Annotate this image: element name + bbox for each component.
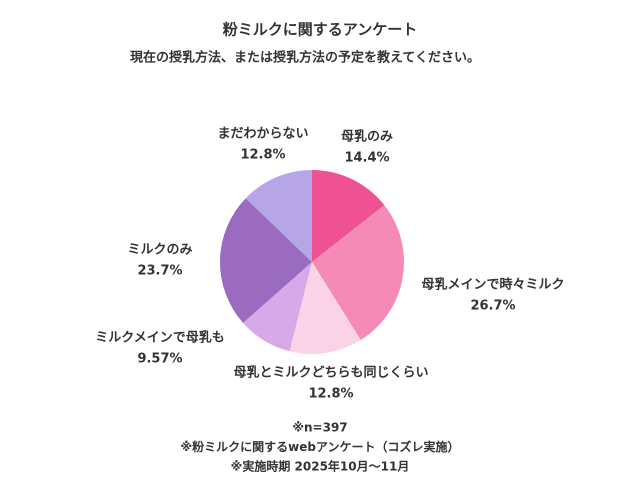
footnote: ※粉ミルクに関するwebアンケート（コズレ実施）	[180, 439, 459, 454]
pie-slice	[219, 198, 312, 323]
value-label: 9.57%	[137, 352, 182, 367]
footnote: ※実施時期 2025年10月～11月	[231, 459, 410, 474]
pie-slice	[312, 205, 405, 341]
value-label: 12.8%	[308, 387, 353, 402]
slice-label: 母乳のみ	[341, 129, 393, 145]
footnote: ※n=397	[292, 421, 347, 435]
slice-label: ミルクメインで母乳も	[95, 330, 224, 346]
value-label: 12.8%	[240, 148, 285, 163]
pie-slice	[312, 170, 385, 262]
slice-label: ミルクのみ	[127, 243, 192, 258]
chart-subtitle: 現在の授乳方法、または授乳方法の予定を教えてください。	[130, 50, 480, 66]
value-label: 14.4%	[344, 151, 389, 166]
pie-slice	[289, 262, 361, 354]
value-label: 23.7%	[137, 264, 182, 279]
chart-title: 粉ミルクに関するアンケート	[223, 21, 417, 39]
pie-slice	[245, 170, 312, 262]
pie-slice	[243, 262, 312, 352]
slice-label: まだわからない	[217, 127, 308, 142]
slice-label: 母乳メインで時々ミルク	[421, 277, 564, 293]
slice-label: 母乳とミルクどちらも同じくらい	[233, 365, 428, 381]
value-label: 26.7%	[470, 299, 515, 314]
